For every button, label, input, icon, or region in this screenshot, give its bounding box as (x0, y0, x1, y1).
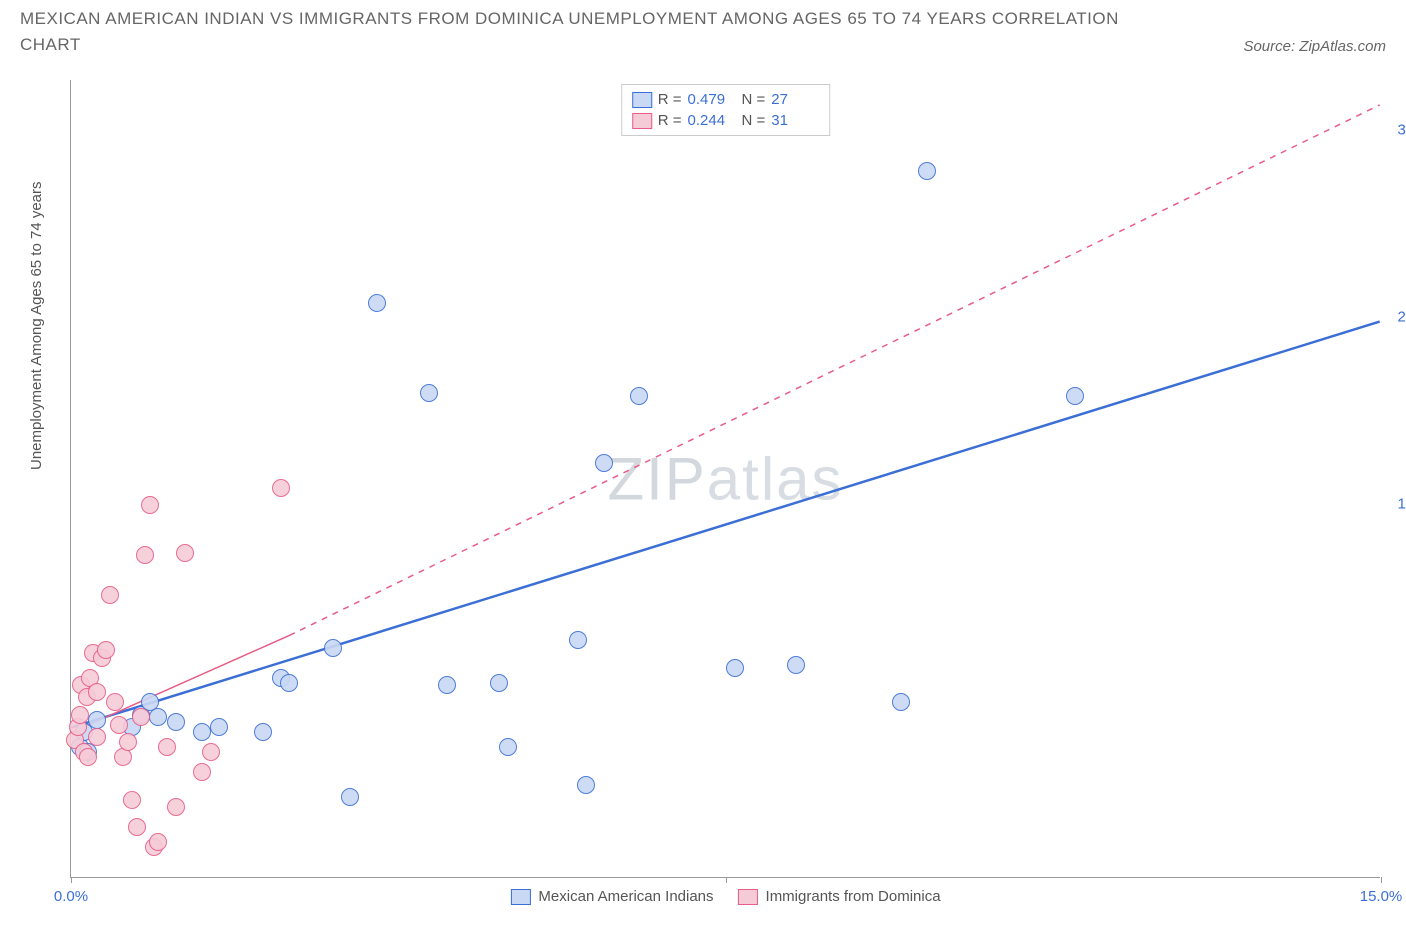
data-point (123, 791, 141, 809)
data-point (167, 713, 185, 731)
n-value-0: 27 (771, 91, 819, 108)
data-point (71, 706, 89, 724)
r-label: R = (658, 112, 682, 129)
data-point (167, 798, 185, 816)
legend-stats-row-1: R = 0.244 N = 31 (632, 110, 820, 131)
legend-stats: R = 0.479 N = 27 R = 0.244 N = 31 (621, 84, 831, 136)
data-point (499, 738, 517, 756)
r-value-0: 0.479 (688, 91, 736, 108)
scatter-chart: ZIPatlas R = 0.479 N = 27 R = 0.244 N = … (70, 80, 1380, 878)
data-point (101, 586, 119, 604)
swatch-series-1 (632, 113, 652, 129)
y-tick-label: 22.5% (1397, 308, 1406, 325)
chart-title: MEXICAN AMERICAN INDIAN VS IMMIGRANTS FR… (20, 6, 1120, 57)
data-point (420, 384, 438, 402)
source-attribution: Source: ZipAtlas.com (1243, 38, 1386, 55)
n-label: N = (742, 91, 766, 108)
data-point (341, 788, 359, 806)
y-axis-label: Unemployment Among Ages 65 to 74 years (28, 181, 45, 470)
x-tick (71, 877, 72, 883)
data-point (176, 544, 194, 562)
data-point (149, 708, 167, 726)
r-label: R = (658, 91, 682, 108)
data-point (892, 693, 910, 711)
swatch-series-0 (632, 92, 652, 108)
data-point (787, 656, 805, 674)
watermark-bold: ZIP (607, 445, 706, 512)
x-tick (1381, 877, 1382, 883)
r-value-1: 0.244 (688, 112, 736, 129)
data-point (136, 546, 154, 564)
data-point (128, 818, 146, 836)
y-tick-label: 30.0% (1397, 121, 1406, 138)
watermark: ZIPatlas (607, 444, 843, 513)
data-point (110, 716, 128, 734)
swatch-bottom-1 (738, 889, 758, 905)
swatch-bottom-0 (510, 889, 530, 905)
data-point (1066, 387, 1084, 405)
data-point (254, 723, 272, 741)
data-point (158, 738, 176, 756)
data-point (595, 454, 613, 472)
data-point (119, 733, 137, 751)
x-tick-label: 0.0% (54, 888, 88, 905)
y-tick-label: 15.0% (1397, 495, 1406, 512)
data-point (88, 728, 106, 746)
legend-stats-row-0: R = 0.479 N = 27 (632, 89, 820, 110)
legend-series: Mexican American Indians Immigrants from… (510, 888, 940, 905)
data-point (918, 162, 936, 180)
data-point (202, 743, 220, 761)
data-point (490, 674, 508, 692)
x-tick (726, 877, 727, 883)
data-point (79, 748, 97, 766)
legend-item-0: Mexican American Indians (510, 888, 713, 905)
data-point (141, 496, 159, 514)
legend-label-0: Mexican American Indians (538, 888, 713, 905)
data-point (569, 631, 587, 649)
trend-lines (71, 80, 1380, 877)
data-point (577, 776, 595, 794)
data-point (193, 763, 211, 781)
legend-label-1: Immigrants from Dominica (766, 888, 941, 905)
data-point (630, 387, 648, 405)
data-point (106, 693, 124, 711)
data-point (97, 641, 115, 659)
n-label: N = (742, 112, 766, 129)
data-point (132, 708, 150, 726)
data-point (88, 711, 106, 729)
legend-item-1: Immigrants from Dominica (738, 888, 941, 905)
data-point (272, 479, 290, 497)
data-point (280, 674, 298, 692)
data-point (149, 833, 167, 851)
data-point (368, 294, 386, 312)
data-point (324, 639, 342, 657)
x-tick-label: 15.0% (1360, 888, 1403, 905)
data-point (210, 718, 228, 736)
data-point (88, 683, 106, 701)
data-point (726, 659, 744, 677)
n-value-1: 31 (771, 112, 819, 129)
watermark-thin: atlas (707, 445, 844, 512)
data-point (438, 676, 456, 694)
data-point (193, 723, 211, 741)
